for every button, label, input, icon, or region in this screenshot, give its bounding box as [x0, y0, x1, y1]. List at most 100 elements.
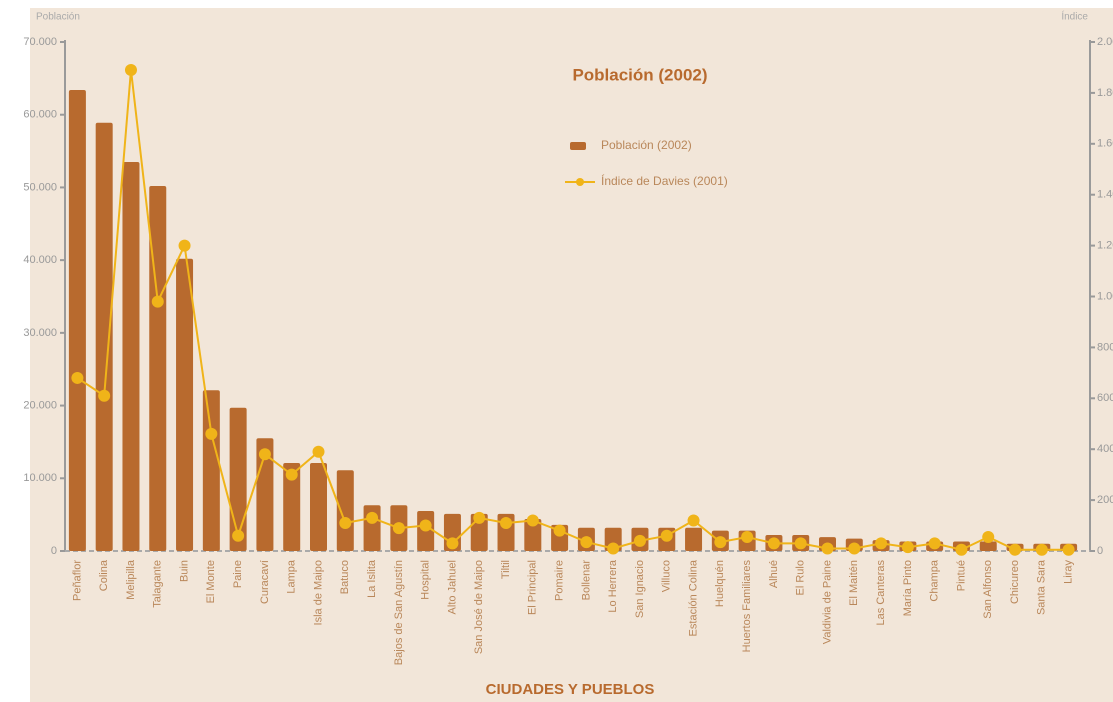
point: [446, 537, 459, 550]
y-tick-label: 0: [51, 545, 57, 557]
bar: [68, 89, 86, 552]
point: [955, 543, 968, 556]
point: [258, 448, 271, 461]
x-tick-label: Paine: [232, 560, 244, 588]
point: [124, 63, 137, 76]
y2-tick-label: 1.400: [1097, 189, 1113, 201]
chart-background: [30, 8, 1113, 702]
x-tick-label: Peñaflor: [71, 560, 83, 601]
x-tick-label: Huertos Familiares: [741, 560, 753, 653]
point: [1035, 543, 1048, 556]
x-tick-label: Villuco: [661, 560, 673, 592]
x-tick-label: Pomaire: [554, 560, 566, 601]
bar: [95, 122, 113, 551]
x-tick-label: Batuco: [339, 560, 351, 594]
point: [714, 536, 727, 549]
point: [767, 537, 780, 550]
x-axis-label: CIUDADES Y PUEBLOS: [486, 681, 655, 698]
point: [580, 536, 593, 549]
y2-tick-label: 1.600: [1097, 138, 1113, 150]
x-tick-label: Isla de Maipo: [312, 560, 324, 625]
y-tick-label: 40.000: [23, 254, 57, 266]
y2-tick-label: 400: [1097, 443, 1113, 455]
y-tick-label: 70.000: [23, 36, 57, 48]
bar: [229, 407, 247, 551]
x-tick-label: Chicureo: [1009, 560, 1021, 604]
bar: [202, 390, 220, 551]
point: [312, 445, 325, 458]
point: [473, 511, 486, 524]
x-tick-label: Valdivia de Paine: [821, 560, 833, 644]
y2-tick-label: 200: [1097, 494, 1113, 506]
bar: [283, 463, 301, 551]
bar: [979, 541, 997, 551]
y2-tick-label: 1.800: [1097, 87, 1113, 99]
x-tick-label: La Islita: [366, 559, 378, 598]
y-tick-label: 10.000: [23, 472, 57, 484]
legend-label: Población (2002): [601, 138, 692, 152]
y-tick-label: 30.000: [23, 327, 57, 339]
point: [392, 522, 405, 535]
point: [526, 514, 539, 527]
x-tick-label: Las Canteras: [875, 560, 887, 626]
y2-tick-label: 2.000: [1097, 36, 1113, 48]
y2-axis-label: Índice: [1061, 10, 1088, 23]
x-tick-label: San Ignacio: [634, 560, 646, 618]
point: [928, 537, 941, 550]
bar: [122, 161, 140, 551]
point: [98, 389, 111, 402]
point: [178, 239, 191, 252]
point: [553, 524, 566, 537]
x-tick-label: Santa Sara: [1036, 559, 1048, 615]
point: [500, 517, 513, 530]
x-tick-label: San Alfonso: [982, 560, 994, 619]
x-tick-label: El Maitén: [848, 560, 860, 606]
y-tick-label: 50.000: [23, 181, 57, 193]
x-tick-label: Pintué: [955, 560, 967, 591]
point: [821, 542, 834, 555]
x-tick-label: El Principal: [527, 560, 539, 615]
y-tick-label: 20.000: [23, 399, 57, 411]
point: [285, 468, 298, 481]
point: [875, 537, 888, 550]
x-tick-label: Tiltil: [500, 560, 512, 579]
point: [205, 427, 218, 440]
legend-label: Índice de Davies (2001): [601, 173, 728, 188]
point: [901, 541, 914, 554]
x-tick-label: Melipilla: [125, 559, 137, 600]
x-tick-label: El Monte: [205, 560, 217, 603]
x-tick-label: Lo Herrera: [607, 559, 619, 612]
point: [982, 531, 995, 544]
point: [633, 534, 646, 547]
y2-tick-label: 1.200: [1097, 240, 1113, 252]
x-tick-label: Huelquén: [714, 560, 726, 607]
x-tick-label: Liray: [1063, 560, 1075, 584]
chart-title: Población (2002): [572, 65, 707, 84]
x-tick-label: Talagante: [152, 560, 164, 608]
bar: [149, 185, 167, 551]
point: [1062, 543, 1075, 556]
x-tick-label: Estación Colina: [687, 559, 699, 636]
point: [339, 517, 352, 530]
x-tick-label: Lampa: [286, 559, 298, 594]
point: [232, 529, 245, 542]
x-tick-label: Alhué: [768, 560, 780, 588]
point: [607, 542, 620, 555]
y2-tick-label: 1.000: [1097, 290, 1113, 302]
point: [741, 531, 754, 544]
x-tick-label: Bollenar: [580, 560, 592, 601]
x-tick-label: Bajos de San Agustín: [393, 560, 405, 665]
y-axis-label: Población: [36, 12, 80, 23]
legend-swatch: [570, 142, 586, 150]
y2-tick-label: 800: [1097, 341, 1113, 353]
x-tick-label: Champa: [929, 559, 941, 601]
bar: [176, 258, 194, 551]
point: [660, 529, 673, 542]
point: [366, 511, 379, 524]
point: [419, 519, 432, 532]
x-tick-label: Curacaví: [259, 560, 271, 604]
x-tick-label: Alto Jahuel: [446, 560, 458, 614]
y-tick-label: 60.000: [23, 109, 57, 121]
x-tick-label: San José de Maipo: [473, 560, 485, 654]
